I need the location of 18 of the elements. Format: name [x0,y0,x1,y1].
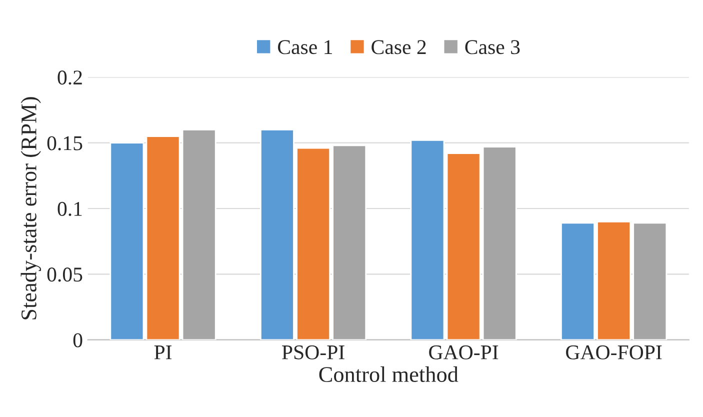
legend-label: Case 3 [465,40,520,54]
x-tick-label: GAO-FOPI [566,345,662,360]
y-tick-label: 0 [73,333,82,348]
x-tick-label: PSO-PI [282,345,344,360]
y-tick-label: 0.05 [47,268,82,282]
y-tick-label: 0.2 [58,70,82,85]
bar [410,140,445,340]
x-axis-title: Control method [319,366,458,382]
x-tick-label: PI [154,346,172,360]
bar [182,128,216,340]
y-tick-label: 0.1 [58,202,82,216]
bar [146,136,180,340]
y-tick-label: 0.15 [47,136,82,150]
y-axis-title: Steady-state error (RPM) [20,97,41,320]
legend-label: Case 1 [278,40,332,54]
bar [110,142,144,340]
x-tick-label: GAO-PI [429,345,498,360]
legend-label: Case 2 [372,40,426,54]
